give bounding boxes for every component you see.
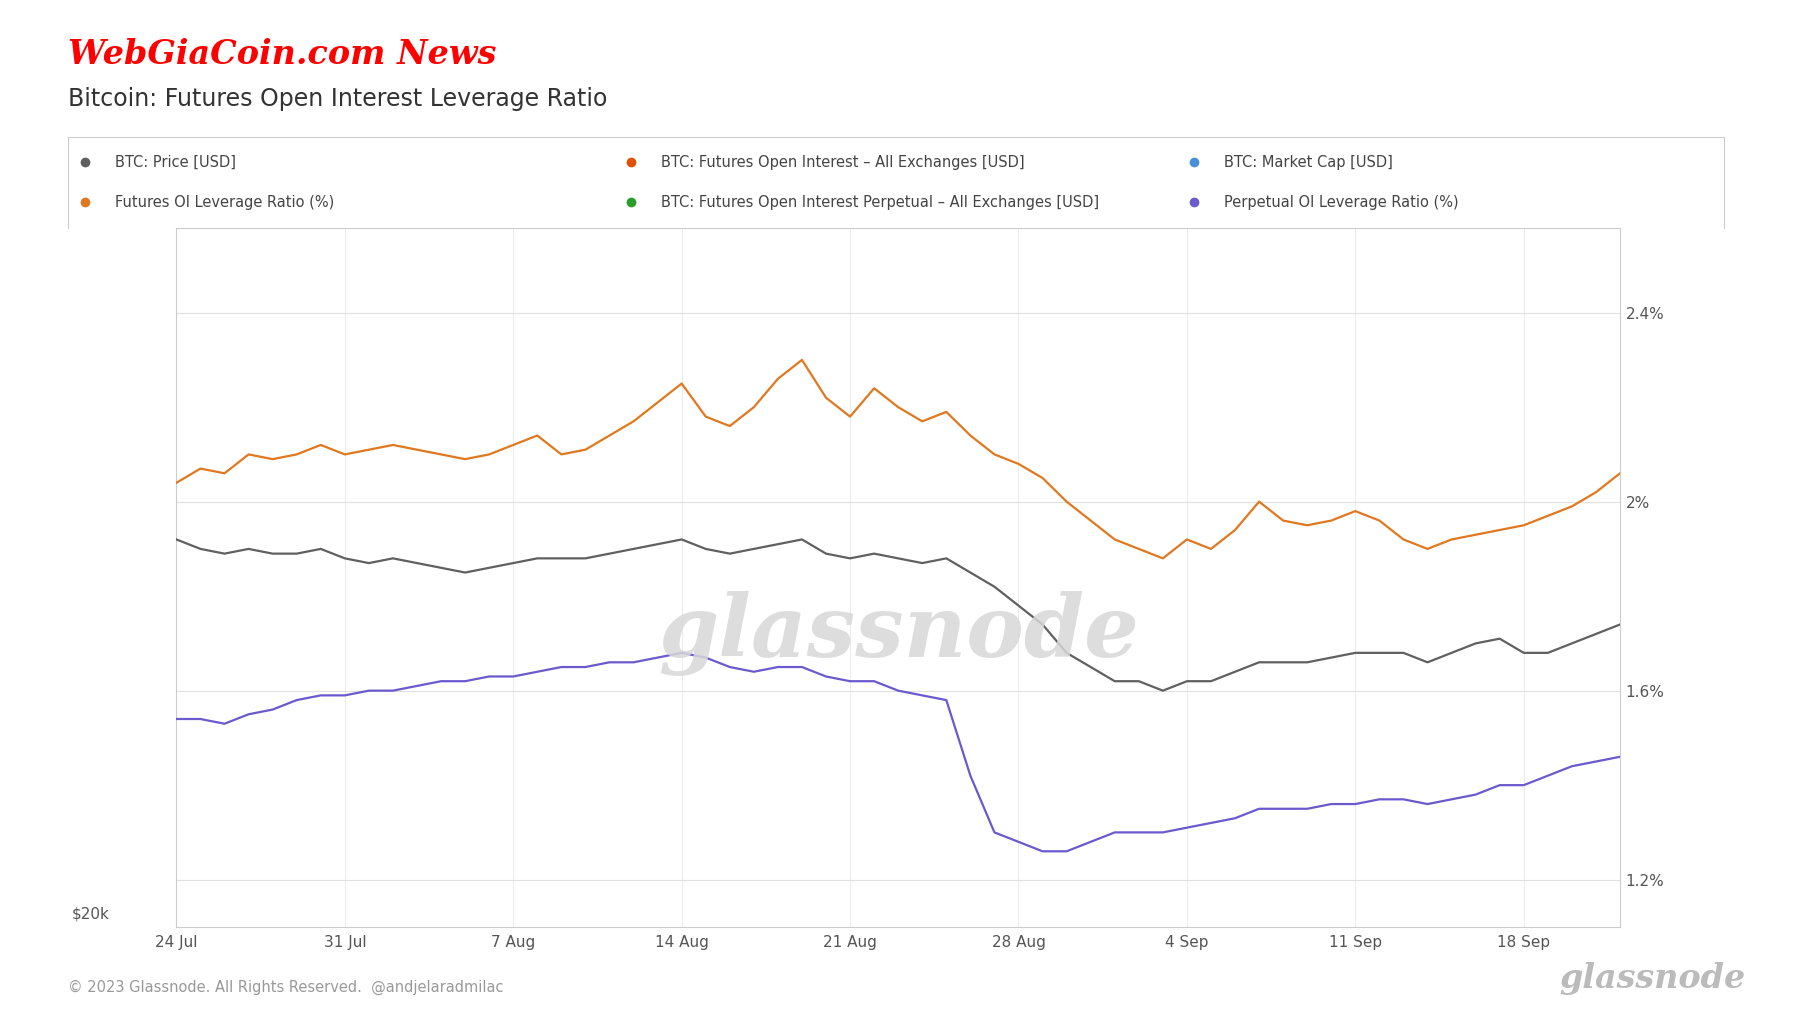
Text: WebGiaCoin.com News: WebGiaCoin.com News <box>68 37 497 71</box>
Text: BTC: Futures Open Interest – All Exchanges [USD]: BTC: Futures Open Interest – All Exchang… <box>661 155 1024 170</box>
Text: Perpetual OI Leverage Ratio (%): Perpetual OI Leverage Ratio (%) <box>1224 194 1460 210</box>
Text: BTC: Futures Open Interest Perpetual – All Exchanges [USD]: BTC: Futures Open Interest Perpetual – A… <box>661 194 1100 210</box>
Text: BTC: Market Cap [USD]: BTC: Market Cap [USD] <box>1224 155 1393 170</box>
Text: $20k: $20k <box>72 907 110 922</box>
Text: © 2023 Glassnode. All Rights Reserved.  @andjelaradmilac: © 2023 Glassnode. All Rights Reserved. @… <box>68 980 504 995</box>
Text: glassnode: glassnode <box>1561 961 1746 995</box>
Text: Bitcoin: Futures Open Interest Leverage Ratio: Bitcoin: Futures Open Interest Leverage … <box>68 87 608 111</box>
Text: BTC: Price [USD]: BTC: Price [USD] <box>115 155 236 170</box>
Text: glassnode: glassnode <box>657 591 1139 676</box>
Text: Futures OI Leverage Ratio (%): Futures OI Leverage Ratio (%) <box>115 194 335 210</box>
